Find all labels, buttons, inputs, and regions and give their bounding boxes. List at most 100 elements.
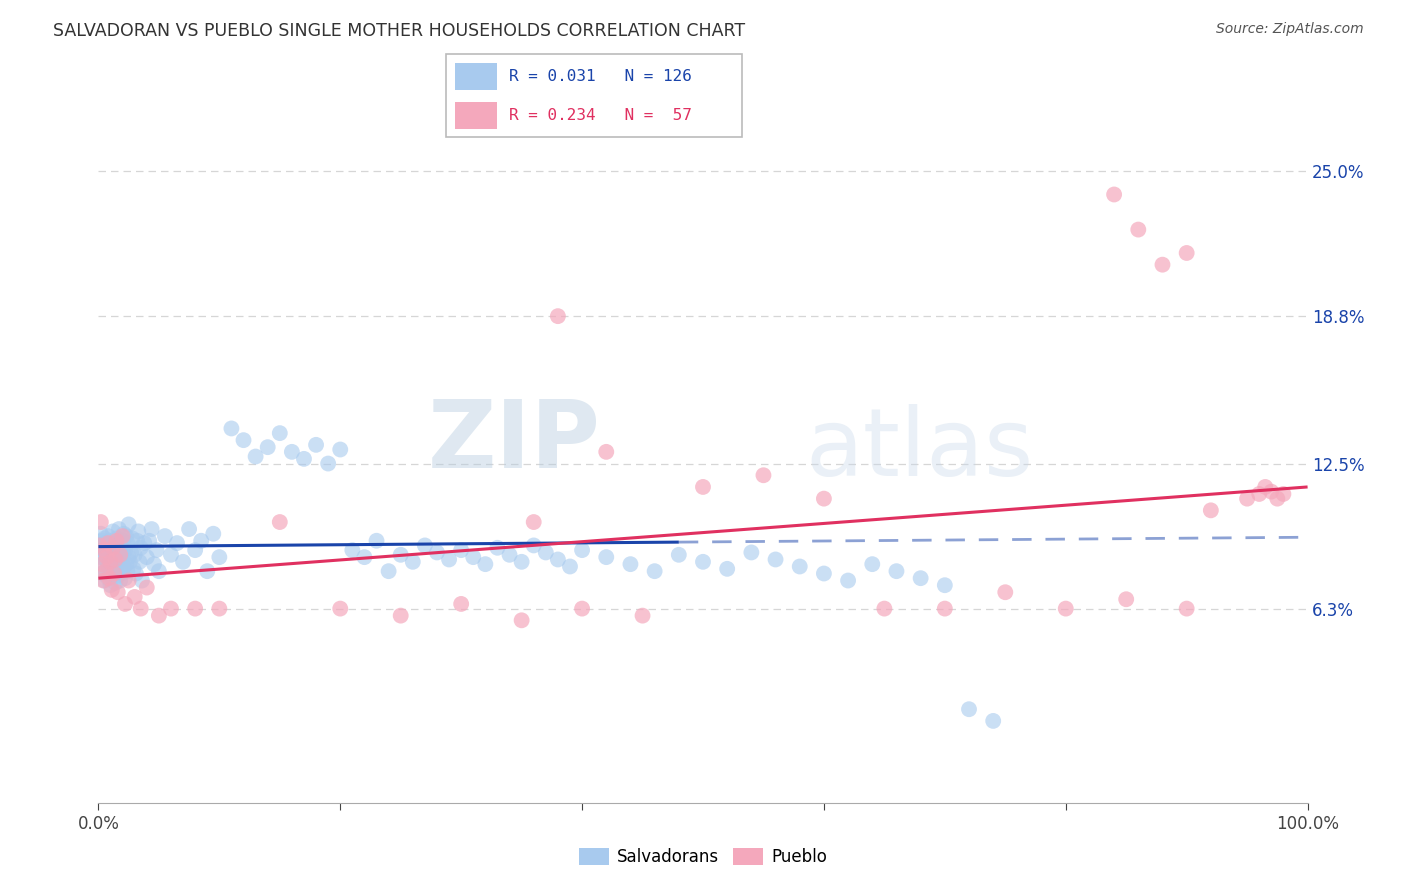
Salvadorans [94,536,117,550]
Pueblo [523,515,546,529]
Pueblo [1115,592,1137,607]
Text: R = 0.234   N =  57: R = 0.234 N = 57 [509,108,692,123]
Salvadorans [190,533,212,548]
Text: SALVADORAN VS PUEBLO SINGLE MOTHER HOUSEHOLDS CORRELATION CHART: SALVADORAN VS PUEBLO SINGLE MOTHER HOUSE… [53,22,745,40]
Pueblo [135,581,157,595]
Salvadorans [486,541,509,555]
Pueblo [118,574,141,588]
Pueblo [93,543,115,558]
Pueblo [752,468,775,483]
Salvadorans [100,578,122,592]
Salvadorans [100,569,122,583]
Salvadorans [114,543,136,558]
Salvadorans [202,526,225,541]
Pueblo [1272,487,1295,501]
Salvadorans [402,555,425,569]
Text: atlas: atlas [806,403,1033,496]
Salvadorans [148,564,170,578]
Pueblo [1175,601,1198,615]
Salvadorans [450,543,472,558]
Salvadorans [97,571,120,585]
Salvadorans [329,442,352,457]
Salvadorans [111,545,134,559]
Salvadorans [179,522,201,536]
Pueblo [934,601,956,615]
Salvadorans [111,533,134,548]
Salvadorans [112,559,135,574]
FancyBboxPatch shape [446,54,742,137]
Salvadorans [269,426,291,441]
Salvadorans [105,532,128,546]
Pueblo [91,574,114,588]
Salvadorans [100,533,122,548]
Pueblo [1254,480,1277,494]
Pueblo [1175,246,1198,260]
Salvadorans [108,555,131,569]
Salvadorans [90,526,112,541]
Salvadorans [91,543,114,558]
Text: R = 0.031   N = 126: R = 0.031 N = 126 [509,69,692,84]
Pueblo [1236,491,1258,506]
Salvadorans [160,548,183,562]
Salvadorans [120,545,142,559]
Pueblo [111,529,134,543]
Salvadorans [245,450,267,464]
Pueblo [631,608,654,623]
Pueblo [129,601,152,615]
Salvadorans [353,550,375,565]
Salvadorans [534,545,557,559]
Salvadorans [166,536,188,550]
Text: Source: ZipAtlas.com: Source: ZipAtlas.com [1216,22,1364,37]
Salvadorans [93,532,115,546]
Salvadorans [366,533,388,548]
Pueblo [1054,601,1077,615]
Pueblo [100,582,122,597]
Salvadorans [107,569,129,583]
Pueblo [208,601,231,615]
Salvadorans [389,548,412,562]
Salvadorans [103,564,125,578]
Pueblo [1249,487,1271,501]
Pueblo [105,533,128,548]
Salvadorans [96,555,118,569]
Salvadorans [232,433,254,447]
Salvadorans [547,552,569,566]
FancyBboxPatch shape [456,62,498,90]
Salvadorans [122,562,145,576]
Salvadorans [129,541,152,555]
Pueblo [108,548,131,562]
Pueblo [692,480,714,494]
Salvadorans [145,543,167,558]
Pueblo [595,445,617,459]
Pueblo [450,597,472,611]
Salvadorans [195,564,218,578]
Pueblo [124,590,146,604]
Salvadorans [101,557,124,571]
Salvadorans [860,557,883,571]
Salvadorans [98,559,121,574]
Salvadorans [305,438,328,452]
Pueblo [160,601,183,615]
Salvadorans [100,552,122,566]
Salvadorans [138,533,160,548]
Pueblo [94,564,117,578]
Pueblo [571,601,593,615]
Salvadorans [108,538,131,552]
Pueblo [90,515,112,529]
Salvadorans [108,574,131,588]
Salvadorans [117,564,139,578]
Pueblo [813,491,835,506]
Salvadorans [153,529,176,543]
Salvadorans [910,571,932,585]
Salvadorans [128,555,150,569]
Salvadorans [765,552,787,566]
Salvadorans [292,451,315,466]
Salvadorans [121,532,143,546]
Salvadorans [316,457,339,471]
Pueblo [114,597,136,611]
Salvadorans [143,557,166,571]
Salvadorans [131,574,153,588]
Salvadorans [377,564,399,578]
Pueblo [547,309,569,323]
Pueblo [104,552,127,566]
